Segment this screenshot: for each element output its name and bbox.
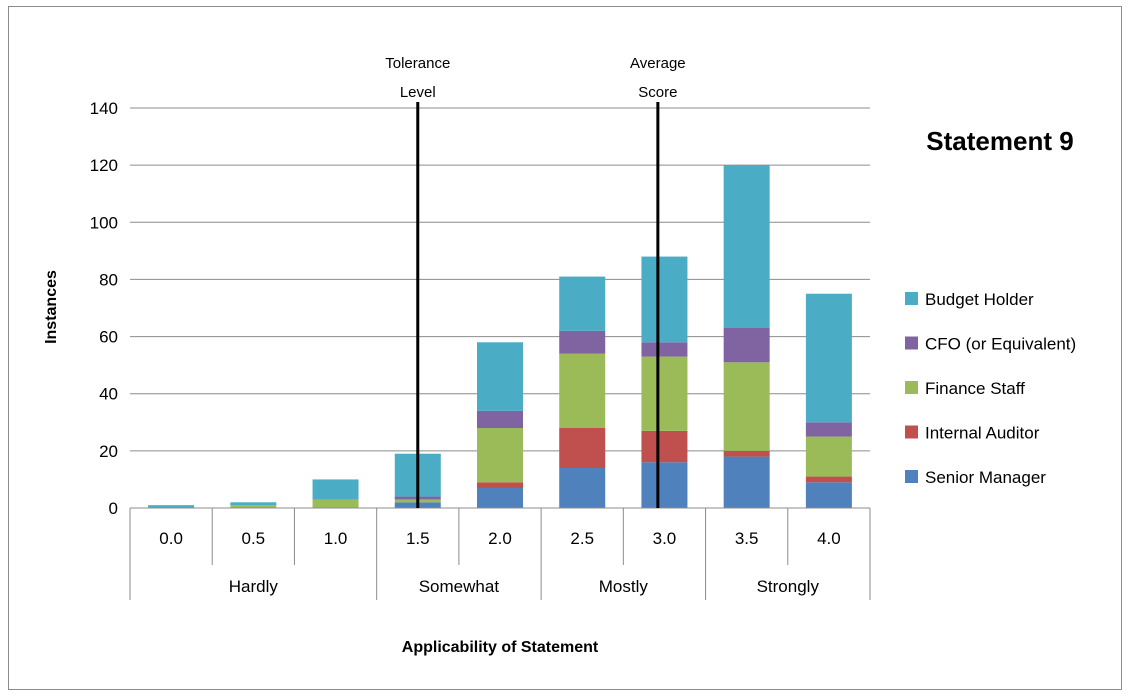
bar-segment-finance-staff [230,505,277,508]
bar-segment-budget-holder [559,276,606,331]
y-tick-label: 80 [99,270,118,289]
y-tick-label: 140 [90,99,118,118]
x-axis: 0.0 0.5 1.0 1.5 2.0 2.5 3.0 3.5 4.0 Hardly Somewha… [129,507,871,600]
bar-segment-finance-staff [477,428,523,483]
bar-segment-cfo-or-equivalent [641,342,688,357]
legend-label-internal-auditor: Internal Auditor [925,424,1040,443]
y-tick-label: 20 [99,442,118,461]
legend-swatch-internal-auditor [905,425,918,439]
chart-title: Statement 9 [926,126,1073,156]
legend: Budget Holder CFO (or Equivalent) Finance … [905,290,1076,487]
x-group-label: Strongly [757,577,820,596]
bar-segment-cfo-or-equivalent [559,330,606,354]
bar-segment-budget-holder [805,293,852,423]
bar-segment-budget-holder [148,505,195,508]
bar-segment-finance-staff [559,353,606,428]
y-tick-label: 60 [99,328,118,347]
bar-segment-finance-staff [805,436,852,477]
bar-segment-internal-auditor [641,430,688,463]
bar-segment-finance-staff [723,362,770,451]
x-tick-label: 2.0 [488,529,512,548]
bar-segment-internal-auditor [805,476,852,483]
legend-swatch-finance-staff [905,381,918,394]
y-axis-title: Instances [43,270,60,344]
bar-segment-internal-auditor [559,428,606,468]
legend-label-budget-holder: Budget Holder [925,290,1034,309]
bar-segment-senior-manager [559,468,606,508]
x-tick-label: 3.0 [653,529,677,548]
legend-label-finance-staff: Finance Staff [925,379,1025,398]
y-tick-label: 0 [109,499,118,518]
bar-segment-internal-auditor [477,482,523,488]
x-tick-label: 0.0 [159,529,183,548]
bar-segment-cfo-or-equivalent [723,328,770,363]
y-tick-label: 40 [99,385,118,404]
reference-lines: Tolerance Level Average Score [385,55,686,508]
legend-swatch-cfo-or-equivalent [905,336,918,350]
bar-segment-senior-manager [641,462,688,508]
legend-label-cfo-or-equivalent: CFO (or Equivalent) [925,335,1076,354]
bar-segment-finance-staff [312,499,359,508]
tolerance-level-label: Level [400,84,436,101]
y-tick-label: 100 [90,213,118,232]
tolerance-level-label: Tolerance [385,55,450,72]
bar-segment-budget-holder [230,502,277,506]
chart-frame [8,6,1122,690]
legend-swatch-senior-manager [905,470,918,483]
bar-segment-budget-holder [641,256,688,343]
bar-segment-senior-manager [477,488,523,508]
y-tick-label: 120 [90,156,118,175]
x-tick-label: 2.5 [570,529,594,548]
x-tick-label: 3.5 [735,529,759,548]
legend-label-senior-manager: Senior Manager [925,468,1046,487]
x-tick-label: 1.0 [324,529,348,548]
bar-segment-senior-manager [723,456,770,508]
x-tick-label: 4.0 [817,529,841,548]
bar-segment-cfo-or-equivalent [805,422,852,437]
bar-segment-finance-staff [641,356,688,431]
bar-segment-budget-holder [723,165,770,328]
x-group-label: Mostly [599,577,649,596]
y-axis-ticks: 0 20 40 60 80 100 120 140 [90,99,118,518]
average-score-label: Score [638,84,677,101]
bar-segment-internal-auditor [723,450,770,457]
x-axis-title: Applicability of Statement [402,639,599,656]
x-group-label: Hardly [229,577,279,596]
bar-segment-senior-manager [805,482,852,508]
x-tick-label: 0.5 [242,529,266,548]
legend-swatch-budget-holder [905,292,918,305]
x-group-label: Somewhat [419,577,500,596]
bar-segment-budget-holder [312,479,359,500]
bar-segment-cfo-or-equivalent [477,410,523,428]
average-score-label: Average [630,55,686,72]
x-tick-label: 1.5 [406,529,430,548]
bar-segment-budget-holder [477,342,523,411]
